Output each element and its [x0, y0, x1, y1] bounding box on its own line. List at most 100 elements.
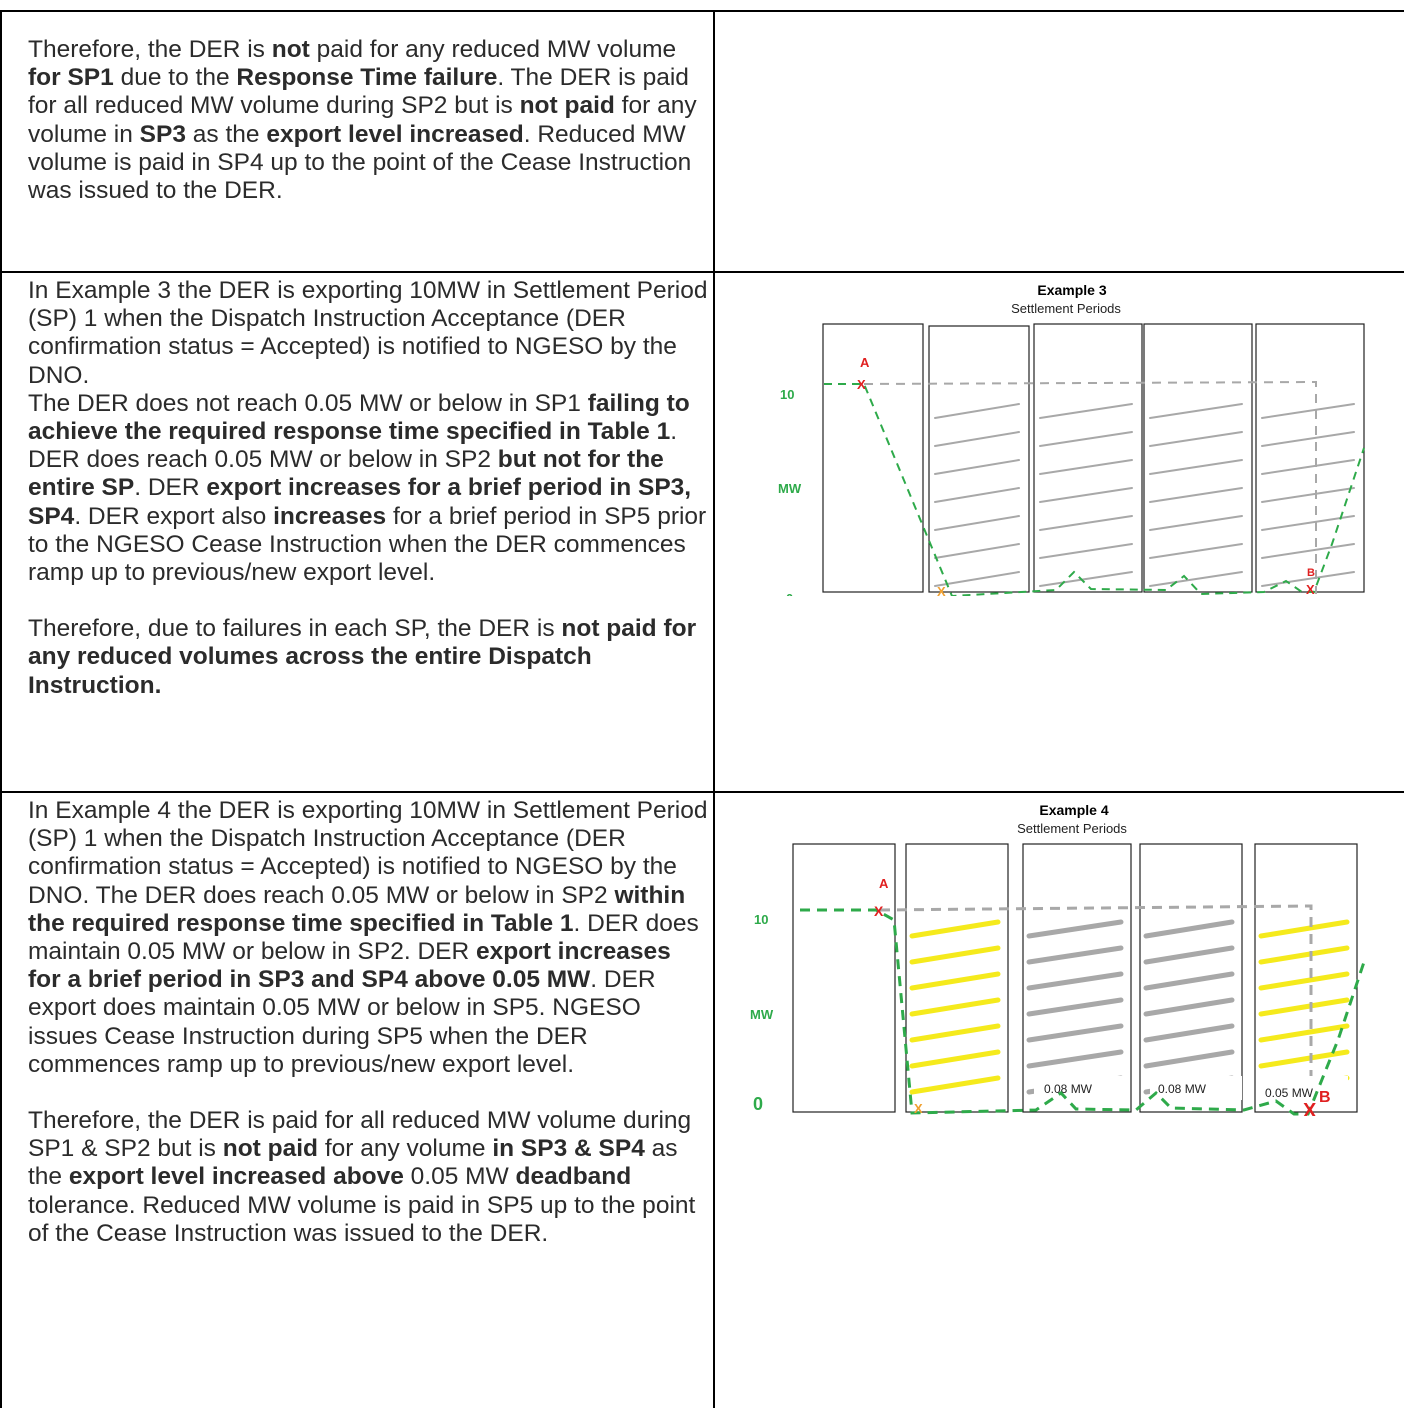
hatch-line — [1261, 543, 1355, 559]
response-marker-x: X — [914, 1101, 923, 1116]
text-run: Therefore, the DER is — [28, 36, 272, 63]
hatch-line — [1258, 997, 1350, 1017]
export-profile-line — [800, 908, 1366, 1116]
text-run: . DER does maintain 0.05 MW or below in … — [28, 909, 699, 966]
marker-a: A — [860, 355, 870, 370]
marker-a: A — [879, 876, 889, 891]
settlement-period-box — [905, 843, 1009, 1113]
hatch-line — [1026, 945, 1124, 965]
settlement-period-box — [1033, 323, 1143, 593]
annotation-box — [1150, 1076, 1242, 1100]
settlement-period-boxes — [792, 843, 1358, 1113]
baseline-dashed — [863, 380, 1317, 594]
y-axis-zero-label: 0 — [786, 591, 793, 596]
figure-subtitle: Settlement Periods — [1011, 301, 1121, 316]
hatch-line — [934, 543, 1020, 559]
bold-run: failing to achieve the required response… — [28, 389, 690, 446]
settlement-period-box — [1254, 843, 1358, 1113]
text-run: Therefore, the DER is paid for all reduc… — [28, 1107, 692, 1163]
hatch-line — [1149, 571, 1243, 587]
annotation-box — [1256, 1076, 1348, 1100]
y-axis-label: MW — [750, 1007, 774, 1022]
bold-run: not paid — [519, 92, 615, 120]
settlement-period-boxes — [822, 323, 1365, 593]
hatch-line — [1258, 971, 1350, 991]
example-3-figure: Example 3 Settlement Periods 10 MW 0 123… — [778, 282, 1365, 596]
text-run: . DER export also — [74, 502, 274, 530]
hatch-line — [1143, 971, 1235, 991]
volume-hatching — [909, 919, 1350, 1095]
text-run: . DER — [134, 474, 207, 502]
text-run: In Example 4 the DER is exporting 10MW i… — [28, 797, 708, 909]
bold-run: in SP3 & SP4 — [492, 1135, 645, 1163]
table-row-divider — [0, 271, 1404, 273]
settlement-period-box — [1022, 843, 1132, 1113]
hatch-line — [1143, 1023, 1235, 1043]
text-run: for a brief period in SP5 prior to the N… — [28, 502, 707, 587]
hatch-line — [909, 1023, 1001, 1043]
bold-run: not — [271, 36, 310, 63]
bold-run: not paid for any reduced volumes across … — [28, 615, 697, 699]
hatch-line — [1261, 487, 1355, 503]
text-run: as the — [28, 1135, 678, 1191]
hatch-line — [1149, 459, 1243, 475]
hatch-line — [1143, 997, 1235, 1017]
paragraph-gap — [28, 587, 708, 615]
bold-run: not paid — [222, 1135, 319, 1163]
hatch-line — [909, 1075, 1001, 1095]
marker-a-x: X — [874, 903, 884, 919]
hatch-line — [1149, 403, 1243, 419]
text-run: The DER does not reach 0.05 MW or below … — [28, 389, 588, 417]
bold-run: Response Time failure — [236, 64, 498, 92]
marker-b-x: X — [1306, 582, 1315, 596]
text-run: . DER does reach 0.05 MW or below in SP2 — [28, 418, 678, 474]
hatch-line — [1149, 515, 1243, 531]
volume-hatching — [934, 403, 1355, 587]
hatch-line — [1026, 971, 1124, 991]
hatch-line — [1143, 1049, 1235, 1069]
bold-run: increases — [273, 502, 387, 530]
bold-run: export increases for a brief period in S… — [28, 474, 692, 530]
hatch-line — [1039, 487, 1133, 503]
hatch-line — [1039, 403, 1133, 419]
bold-run: for SP1 — [28, 64, 114, 92]
y-axis-zero-label: 0 — [753, 1094, 763, 1114]
paragraph-gap — [28, 1079, 708, 1107]
hatch-line — [1143, 919, 1235, 939]
hatch-line — [934, 571, 1020, 587]
hatch-line — [1026, 1023, 1124, 1043]
annotation-box — [1034, 1076, 1126, 1100]
hatch-line — [934, 515, 1020, 531]
sp4-annotation: 0.08 MW — [1158, 1082, 1207, 1096]
table-row-divider — [0, 791, 1404, 793]
hatch-line — [909, 919, 1001, 939]
hatch-line — [1261, 515, 1355, 531]
paragraph: Therefore, due to failures in each SP, t… — [28, 615, 708, 700]
hatch-line — [909, 945, 1001, 965]
marker-b: B — [1319, 1089, 1331, 1106]
bold-run: export increases for a brief period in S… — [28, 938, 671, 994]
text-run: as the — [185, 120, 267, 148]
hatch-line — [1039, 571, 1133, 587]
row-2-text-cell: In Example 3 the DER is exporting 10MW i… — [28, 277, 708, 700]
settlement-period-box — [1143, 323, 1253, 593]
text-run: for any volume in — [28, 92, 697, 148]
baseline-dashed — [879, 904, 1313, 1094]
settlement-period-box — [1139, 843, 1243, 1113]
table-border-top — [0, 10, 1404, 12]
hatch-line — [1039, 543, 1133, 559]
text-run: . The DER is paid for all reduced MW vol… — [28, 64, 689, 120]
bold-run: within the required response time specif… — [28, 881, 686, 937]
paragraph: In Example 4 the DER is exporting 10MW i… — [28, 797, 708, 1079]
text-run: due to the — [113, 64, 237, 92]
bold-run: export level increased — [266, 120, 524, 148]
y-axis-top-label: 10 — [780, 387, 794, 402]
hatch-line — [909, 971, 1001, 991]
hatch-line — [1258, 1023, 1350, 1043]
example-4-figure: Example 4 Settlement Periods 10 MW 0 123… — [750, 802, 1366, 1116]
hatch-line — [1039, 431, 1133, 447]
bold-run: SP3 — [139, 120, 186, 148]
hatch-line — [909, 1049, 1001, 1069]
hatch-line — [1039, 459, 1133, 475]
hatch-line — [1258, 945, 1350, 965]
